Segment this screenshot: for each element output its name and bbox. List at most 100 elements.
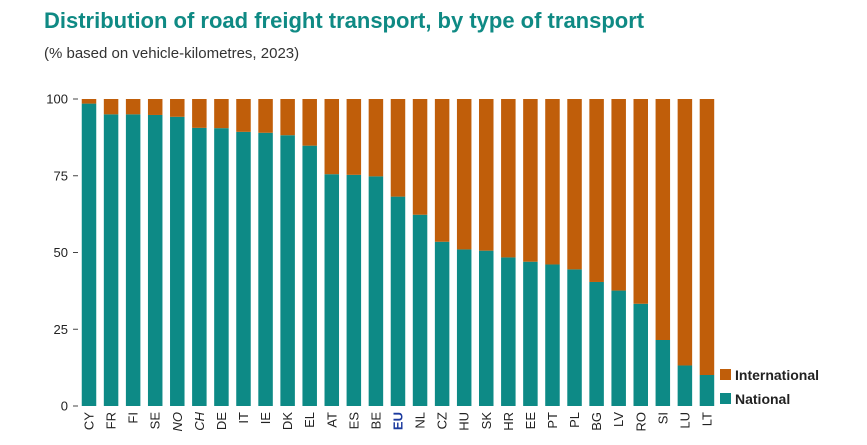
legend-swatch-national (720, 393, 731, 404)
x-tick-label-ie: IE (258, 412, 273, 425)
x-tick-label-de: DE (214, 412, 229, 430)
legend-label-national: National (735, 391, 790, 407)
legend-label-international: International (735, 367, 819, 383)
bar-national-ee (523, 261, 538, 406)
bar-international-cy (81, 99, 97, 104)
bar-national-cz (434, 241, 450, 406)
bar-national-be (368, 176, 384, 406)
x-tick-label-pl: PL (567, 412, 582, 428)
bar-international-si (655, 99, 671, 340)
bar-international-lu (677, 99, 693, 366)
legend: International National (720, 367, 819, 407)
bar-international-ro (633, 99, 648, 304)
x-tick-label-no: NO (170, 412, 185, 432)
bar-international-es (346, 99, 362, 175)
bar-national-lv (611, 290, 626, 406)
bar-international-be (368, 99, 384, 177)
x-tick-label-el: EL (302, 412, 317, 428)
x-tick-label-bg: BG (589, 412, 604, 431)
bar-national-el (302, 145, 317, 406)
x-tick-label-dk: DK (280, 412, 295, 430)
y-tick-label-25: 25 (54, 322, 68, 337)
bar-international-ee (523, 99, 538, 262)
bar-national-sk (479, 250, 494, 406)
bar-international-at (324, 99, 340, 175)
bar-national-hu (456, 249, 472, 406)
y-tick-label-50: 50 (54, 245, 68, 260)
bar-national-si (655, 339, 671, 406)
y-tick-label-75: 75 (54, 168, 68, 183)
x-tick-label-eu: EU (390, 412, 405, 430)
bar-international-hu (456, 99, 472, 250)
x-tick-label-ro: RO (633, 412, 648, 432)
bar-international-sk (479, 99, 494, 251)
x-tick-label-ee: EE (523, 412, 538, 430)
x-tick-label-lv: LV (611, 412, 626, 427)
x-tick-label-lt: LT (699, 412, 714, 426)
y-tick-label-0: 0 (61, 399, 68, 414)
bar-international-nl (412, 99, 428, 215)
bar-national-hr (501, 257, 516, 406)
bar-national-no (170, 116, 185, 406)
y-tick-label-100: 100 (46, 92, 68, 107)
bars (81, 99, 715, 407)
bar-national-se (147, 114, 163, 407)
x-tick-label-cy: CY (82, 412, 97, 430)
bar-international-lt (699, 99, 715, 375)
bar-national-it (236, 131, 251, 406)
bar-international-pl (567, 99, 582, 270)
bar-international-ch (192, 99, 207, 128)
x-tick-label-it: IT (236, 412, 251, 424)
x-tick-label-be: BE (368, 412, 383, 430)
bar-international-cz (434, 99, 450, 242)
bar-international-hr (501, 99, 516, 258)
bar-national-fr (103, 114, 119, 406)
bar-national-pl (567, 269, 582, 406)
chart-subtitle: (% based on vehicle-kilometres, 2023) (44, 45, 300, 62)
legend-swatch-international (720, 369, 731, 380)
x-tick-label-cz: CZ (435, 412, 450, 429)
bar-international-ie (258, 99, 273, 133)
bar-international-dk (280, 99, 295, 136)
bar-international-bg (589, 99, 604, 282)
x-tick-label-hr: HR (501, 412, 516, 431)
bar-national-ro (633, 303, 648, 406)
x-tick-label-at: AT (324, 412, 339, 428)
bar-national-at (324, 174, 340, 406)
bar-national-dk (280, 135, 295, 406)
x-tick-label-se: SE (148, 412, 163, 430)
bar-international-de (214, 99, 229, 129)
bar-national-pt (545, 264, 560, 406)
x-tick-label-es: ES (346, 412, 361, 430)
bar-national-lt (699, 374, 715, 406)
bar-international-no (170, 99, 185, 117)
y-axis: 0 25 50 75 100 (46, 92, 78, 414)
bar-international-fi (125, 99, 141, 115)
bar-national-bg (589, 281, 604, 406)
bar-international-it (236, 99, 251, 132)
x-tick-label-lu: LU (677, 412, 692, 429)
bar-national-nl (412, 214, 428, 406)
x-tick-label-sk: SK (479, 412, 494, 430)
chart-title: Distribution of road freight transport, … (44, 8, 645, 33)
bar-national-es (346, 174, 362, 406)
x-axis: CY FR FI SE NO CH DE IT IE DK EL AT ES BE EU NL CZ HU SK HR… (82, 411, 715, 431)
bar-national-ch (192, 127, 207, 406)
x-tick-label-si: SI (655, 412, 670, 424)
bar-international-el (302, 99, 317, 146)
bar-national-de (214, 128, 229, 407)
bar-international-fr (103, 99, 119, 115)
bar-national-cy (81, 103, 97, 406)
bar-national-eu (390, 196, 406, 406)
x-tick-label-fr: FR (104, 412, 119, 429)
x-tick-label-nl: NL (413, 412, 428, 429)
bar-international-eu (390, 99, 406, 197)
bar-international-pt (545, 99, 560, 265)
bar-national-ie (258, 132, 273, 406)
bar-national-fi (125, 114, 141, 406)
x-tick-label-ch: CH (192, 411, 207, 430)
x-tick-label-fi: FI (126, 412, 141, 424)
bar-international-lv (611, 99, 626, 291)
x-tick-label-pt: PT (545, 412, 560, 429)
